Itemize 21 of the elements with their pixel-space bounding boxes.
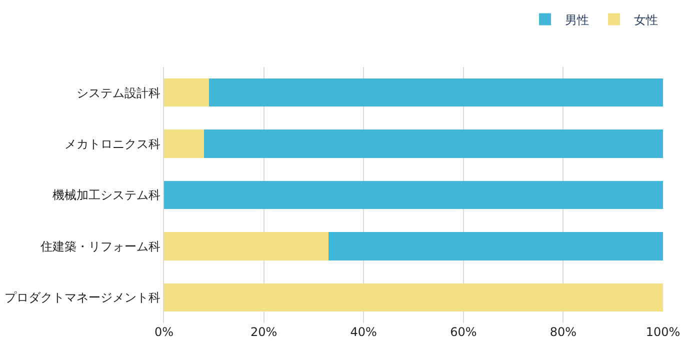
x-tick-label: 100% [646,325,680,339]
bar [208,78,663,107]
bar [164,130,204,158]
legend-label: 男性 [565,12,589,27]
bar [328,232,663,260]
bar [164,180,663,210]
bar [164,78,209,107]
x-tick-label: 20% [250,325,278,339]
y-tick-label: メカトロニクス科 [64,137,161,151]
x-tick-label: 0% [154,325,174,339]
x-tick-label: 40% [350,325,377,339]
y-tick-label: 機械加工システム科 [52,188,161,202]
bar [164,232,329,260]
legend-label: 女性 [634,12,658,27]
y-tick-label: プロダクトマネージメント科 [4,290,161,305]
y-tick-label: システム設計科 [76,86,161,100]
bar [164,283,663,312]
x-tick-label: 60% [450,325,477,339]
y-tick-label: 住建築・リフォーム科 [40,239,161,254]
x-tick-label: 80% [550,325,577,339]
bar [204,130,663,158]
